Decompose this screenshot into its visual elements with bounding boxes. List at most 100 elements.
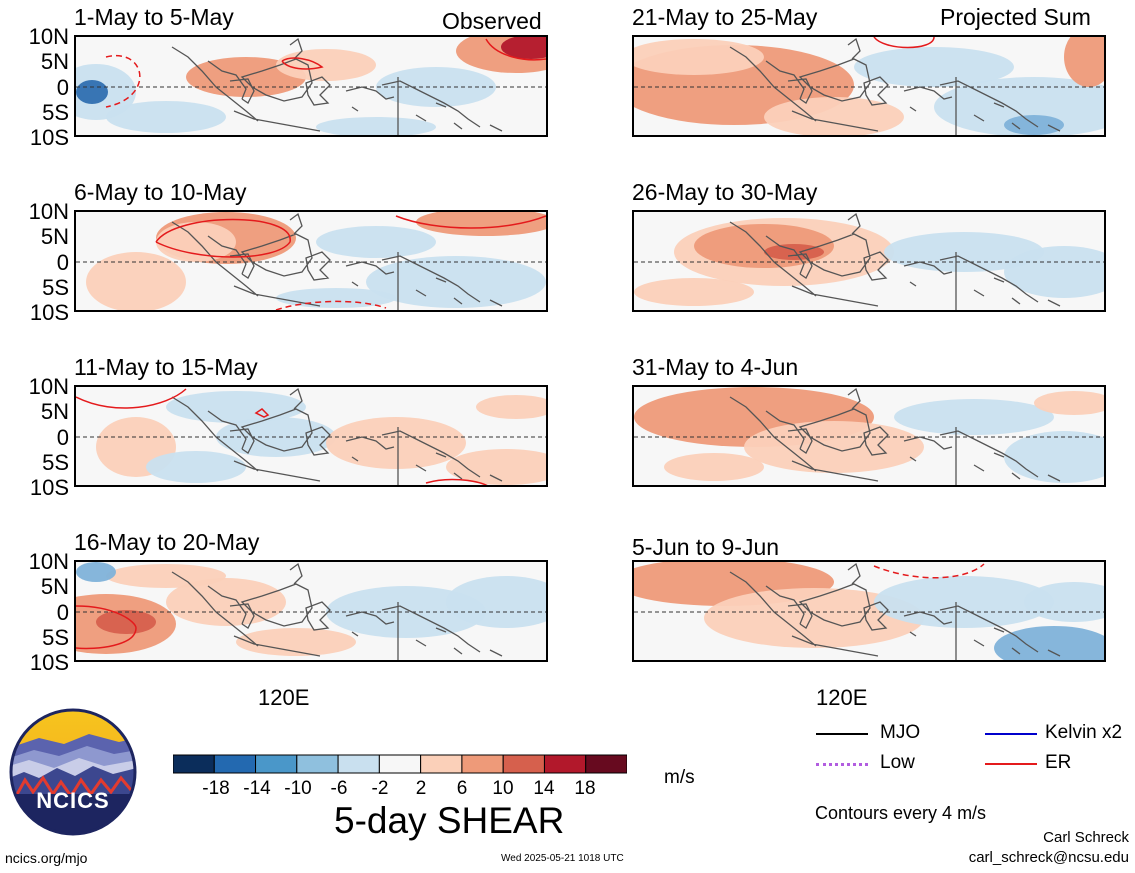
ncics-logo: NCICS [9,708,137,836]
contour-note: Contours every 4 m/s [815,803,987,823]
er-contour [281,57,324,70]
colorbar-tick: 6 [456,778,468,799]
colorbar-unit: m/s [664,767,695,788]
shear-anomaly-area [106,101,226,133]
colorbar-swatch [172,754,215,774]
shear-anomaly-area [894,399,1054,435]
shear-anomaly-area [146,451,246,483]
er-contour [873,563,985,579]
low-legend-line [816,763,868,766]
panel-title: 31-May to 4-Jun [632,354,799,380]
shear-anomaly-area [664,453,764,481]
colorbar-swatch [461,754,504,774]
er-contour [275,300,387,310]
panel-title: 26-May to 30-May [632,179,818,205]
shear-anomaly-area [934,77,1104,135]
er-contour [395,215,546,229]
colorbar-tick: 10 [492,778,514,799]
panel-title: 6-May to 10-May [74,179,247,205]
colorbar-tick: -2 [371,778,389,799]
panel-title: 21-May to 25-May [632,4,818,30]
colorbar-swatch [420,754,463,774]
lat-tick: 10N [28,199,69,224]
er-contour [254,408,270,418]
map-canvas [76,37,546,135]
shear-anomaly-area [76,562,116,582]
legend-label: Kelvin x2 [1045,722,1123,743]
er-contour [873,37,935,49]
shear-anomaly-area [446,576,546,628]
lat-tick: 10N [28,24,69,49]
lat-tick: 0 [56,600,69,625]
shear-map-panel [74,210,548,312]
ncics-logo-icon [9,708,137,836]
colorbar-swatch [296,754,339,774]
shear-anomaly-area [1004,431,1104,483]
shear-anomaly-area [106,564,226,588]
author: Carl Schreck [1043,829,1129,846]
observed-label: Observed [442,8,542,34]
coastline [171,37,503,135]
projected-sum-label: Projected Sum [940,4,1091,30]
lat-tick: 5S [42,450,69,475]
lat-tick: 5S [42,100,69,125]
chart-title: 5-day SHEAR [334,800,565,841]
panel-title: 16-May to 20-May [74,529,260,555]
shear-anomaly-area [764,244,824,260]
shear-map-panel [74,560,548,662]
lat-tick: 0 [56,250,69,275]
er-legend-line [985,763,1037,765]
lat-tick: 5S [42,625,69,650]
mjo-legend-line [816,733,868,735]
email: carl_schreck@ncsu.edu [968,849,1129,866]
map-canvas [634,212,1104,310]
legend-label: ER [1045,752,1072,773]
coastline [729,387,1061,485]
lon-tick: 120E [258,685,310,710]
colorbar-swatch [543,754,587,774]
coastline [729,212,1061,310]
map-canvas [634,37,1104,135]
shear-anomaly-area [446,449,546,485]
shear-anomaly-area [156,222,236,262]
shear-anomaly-area [501,37,546,59]
shear-anomaly-area [1064,37,1104,87]
shear-anomaly-area [86,252,186,310]
shear-anomaly-area [416,212,546,236]
shear-anomaly-area [476,395,546,419]
colorbar-swatch [255,754,298,774]
shear-map-panel [632,210,1106,312]
kelvin-legend-line [985,733,1037,735]
lat-tick: 0 [56,75,69,100]
colorbar-tick: -18 [202,778,230,799]
shear-anomaly-area [854,47,1014,87]
colorbar-swatch [337,754,380,774]
legend-label: Low [880,752,915,773]
coastline [171,562,503,660]
shear-anomaly-area [276,49,376,81]
lat-tick: 5N [40,224,69,249]
coastline [171,387,503,485]
lat-tick: 10S [29,125,69,150]
er-contour [105,54,141,108]
coastline [729,562,1061,660]
shear-anomaly-area [874,576,1054,628]
map-canvas [76,212,546,310]
shear-map-panel [632,560,1106,662]
panel-title: 1-May to 5-May [74,4,234,30]
shear-anomaly-area [316,117,436,135]
lat-tick: 10S [29,650,69,675]
timestamp: Wed 2025-05-21 1018 UTC [501,853,624,864]
lat-tick: 10S [29,300,69,325]
panel-title: 5-Jun to 9-Jun [632,534,780,560]
coastline [729,37,1061,135]
shear-anomaly-area [744,421,924,473]
shear-anomaly-area [634,278,754,306]
lat-tick: 5N [40,574,69,599]
colorbar-swatches [172,754,628,774]
colorbar-tick: 14 [533,778,555,799]
site-url: ncics.org/mjo [5,850,88,866]
lat-tick: 5N [40,49,69,74]
colorbar-tick: -10 [284,778,312,799]
shear-anomaly-area [1004,246,1104,298]
